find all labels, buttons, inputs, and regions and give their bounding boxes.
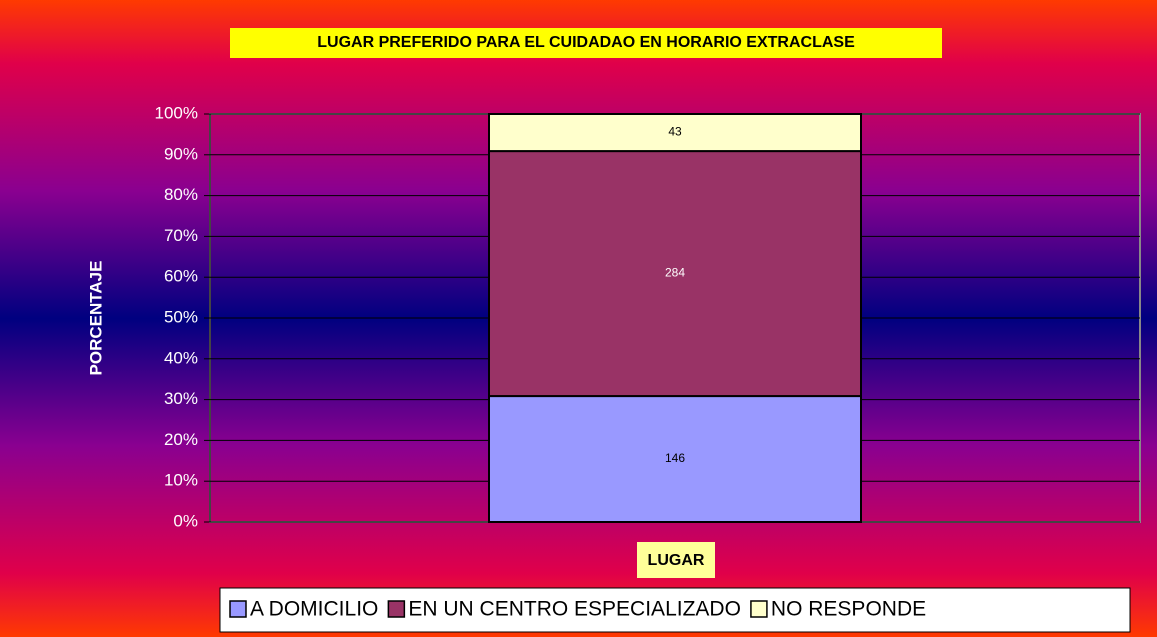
legend-label: NO RESPONDE [771, 598, 926, 621]
legend-swatch [229, 600, 247, 618]
data-label: 43 [668, 125, 682, 139]
data-label: 146 [665, 451, 685, 465]
bar-segment [488, 150, 862, 398]
x-axis-label: LUGAR [648, 552, 705, 569]
y-tick-label: 80% [164, 185, 198, 204]
y-tick-label: 70% [164, 226, 198, 245]
y-tick-label: 20% [164, 430, 198, 449]
y-tick-label: 50% [164, 307, 198, 326]
legend-box [219, 587, 1131, 633]
legend-swatch [387, 600, 406, 618]
data-label: 284 [665, 266, 685, 280]
chart-title: LUGAR PREFERIDO PARA EL CUIDADAO EN HORA… [317, 34, 855, 51]
y-tick-label: 100% [155, 103, 198, 122]
bar-segment [488, 113, 862, 153]
y-tick-label: 90% [164, 144, 198, 163]
y-tick-label: 40% [164, 348, 198, 367]
y-tick-label: 60% [164, 267, 198, 286]
y-tick-label: 0% [173, 511, 198, 530]
legend-label: EN UN CENTRO ESPECIALIZADO [408, 598, 741, 621]
y-tick-label: 30% [164, 389, 198, 408]
legend: A DOMICILIO EN UN CENTRO ESPECIALIZADO NO … [229, 598, 926, 621]
legend-label: A DOMICILIO [250, 598, 378, 621]
title-box [230, 28, 942, 58]
y-axis-label: PORCENTAJE [86, 261, 105, 376]
bar-segment [488, 395, 862, 523]
legend-swatch [750, 600, 768, 618]
x-label-box [637, 542, 715, 578]
y-tick-label: 10% [164, 471, 198, 490]
